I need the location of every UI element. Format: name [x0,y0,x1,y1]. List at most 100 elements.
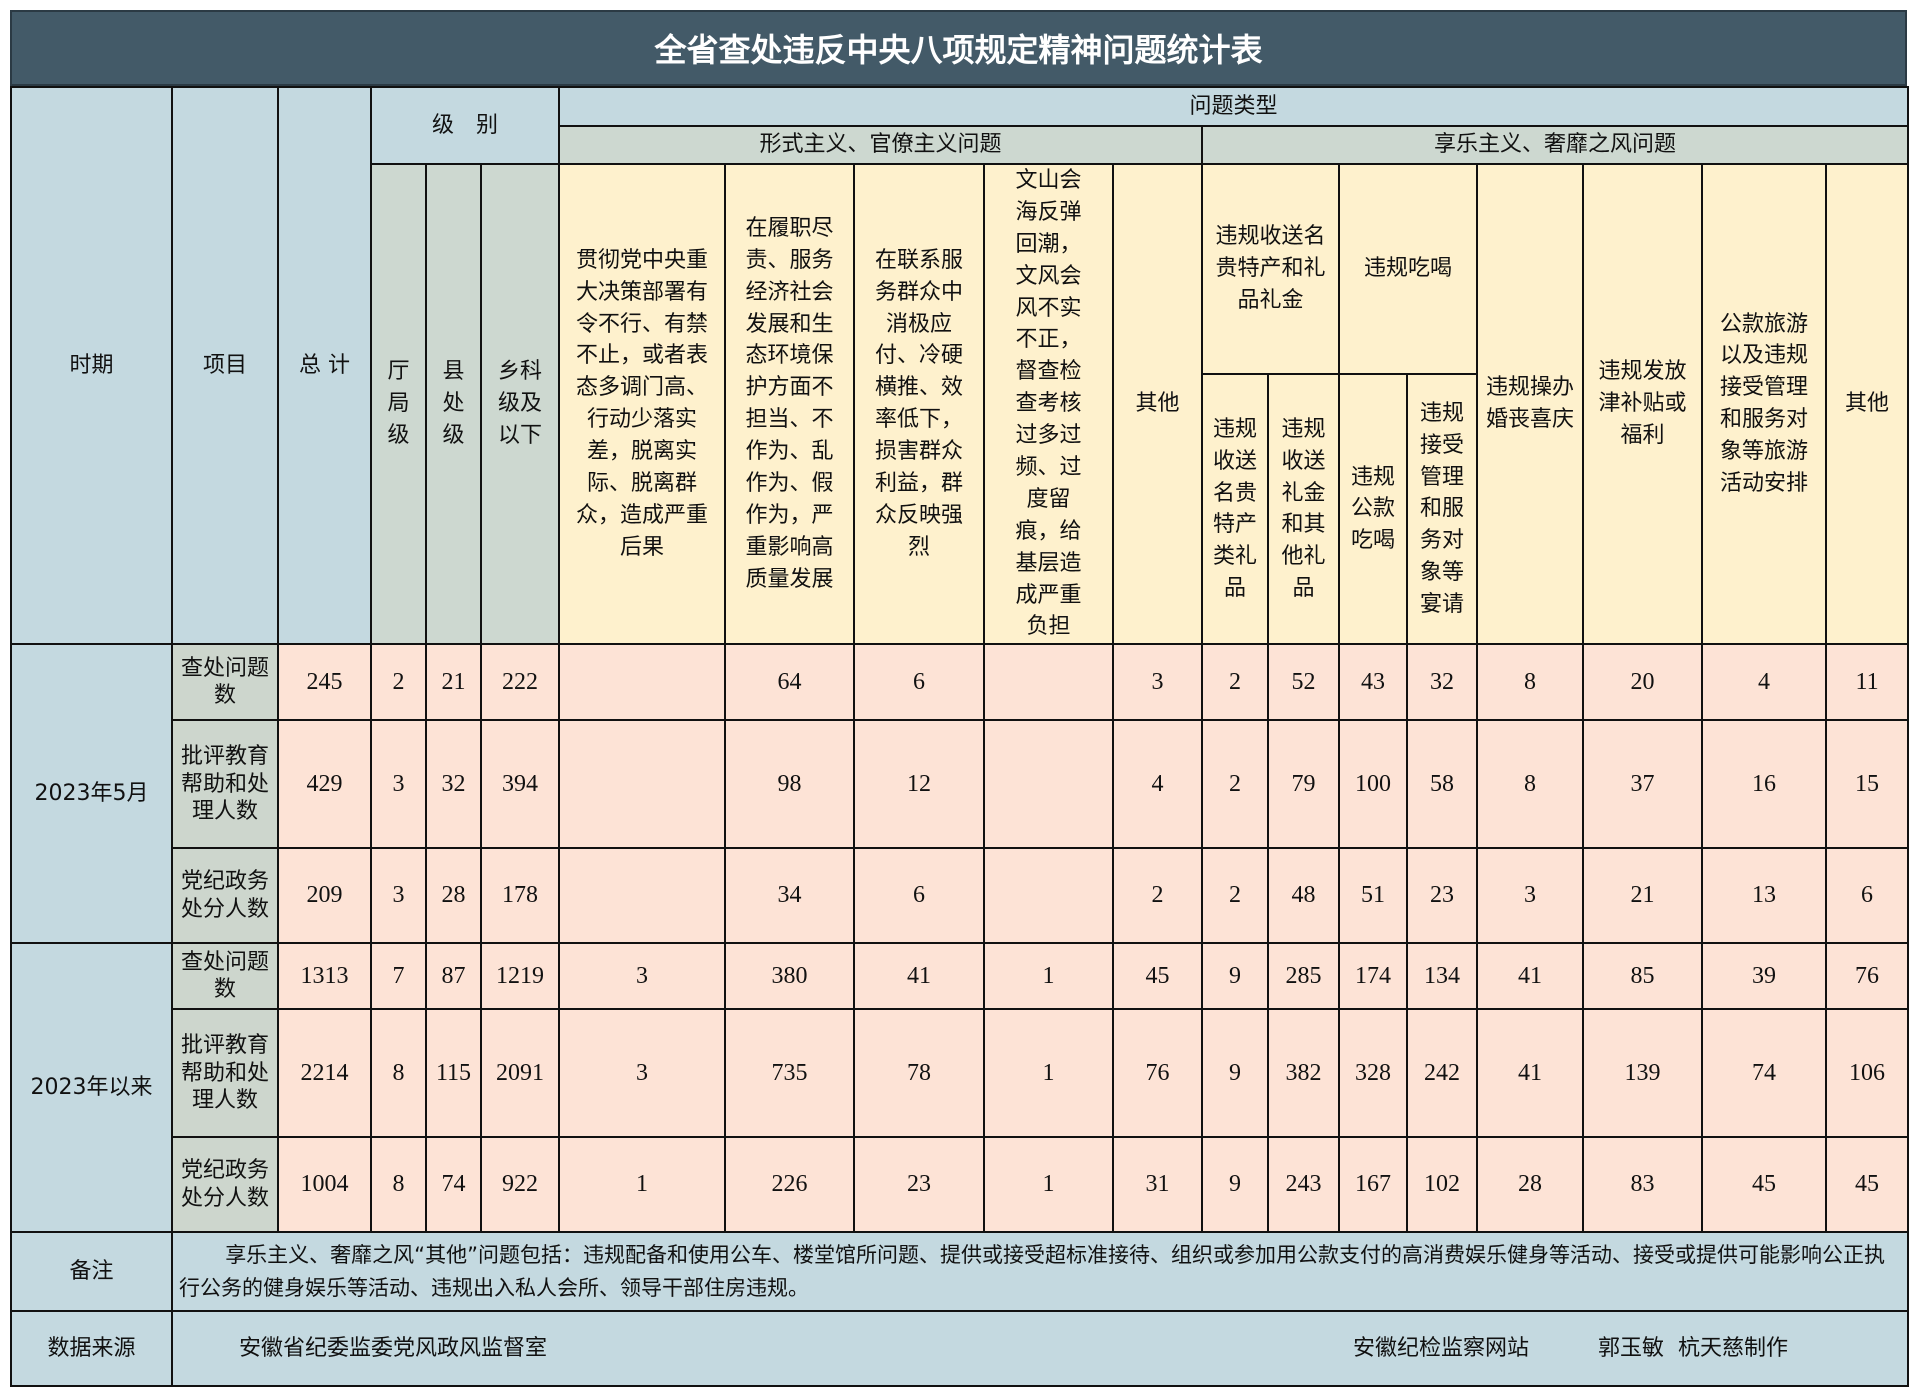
value-cell: 2 [1201,847,1269,945]
value-cell: 134 [1406,942,1478,1011]
header-gifts-specialty: 违规收送名贵特产类礼品 [1201,373,1269,646]
value-cell [558,643,726,722]
value-cell [983,847,1114,945]
value-cell: 8 [1476,719,1584,850]
value-cell: 1 [983,942,1114,1011]
stats-table: 时期 项目 总 计 级 别 问题类型 形式主义、官僚主义问题 享乐主义、奢靡之风… [10,85,1910,1387]
value-cell: 31 [1112,1136,1203,1234]
value-cell: 174 [1338,942,1408,1011]
value-cell: 21 [425,643,482,722]
value-cell: 243 [1267,1136,1340,1234]
table-row: 批评教育帮助和处理人数 429 3 32 394 98 12 4 2 79 100 58 8 37 16 15 [11,719,1910,850]
value-cell: 922 [480,1136,560,1234]
value-cell: 3 [370,719,427,850]
value-cell: 51 [1338,847,1408,945]
value-cell: 74 [1701,1008,1827,1139]
value-cell: 98 [724,719,855,850]
header-hedonism-other: 其他 [1824,162,1910,646]
value-cell: 28 [425,847,482,945]
header-item: 项目 [171,85,279,646]
value-cell: 87 [425,942,482,1011]
header-hedonism: 享乐主义、奢靡之风问题 [1200,125,1910,165]
value-cell: 3 [370,847,427,945]
value-cell: 32 [1406,643,1478,722]
value-cell: 209 [277,847,372,945]
value-cell: 226 [724,1136,855,1234]
value-cell: 285 [1267,942,1340,1011]
table-title: 全省查处违反中央八项规定精神问题统计表 [10,10,1907,86]
value-cell: 41 [1476,942,1584,1011]
table-row: 2023年以来 查处问题数 1313 7 87 1219 3 380 41 1 45 9 285 174 1… [10,942,1910,1234]
header-level: 级 别 [370,86,560,165]
header-travel: 公款旅游以及违规接受管理和服务对象等旅游活动安排 [1701,162,1827,646]
value-cell: 13 [1701,847,1827,945]
header-allowances: 违规发放津补贴或福利 [1582,162,1703,646]
note-text: 享乐主义、奢靡之风“其他”问题包括：违规配备和使用公车、楼堂馆所问题、提供或接受… [170,1231,1910,1313]
value-cell: 39 [1701,942,1827,1011]
value-cell: 45 [1701,1136,1827,1234]
header-formalism-col-2: 在履职尽责、服务经济社会发展和生态环境保护方面不担当、不作为、乱作为、假作为，严… [724,162,855,646]
value-cell: 8 [370,1008,427,1139]
item-cell: 党纪政务处分人数 [171,1136,279,1234]
value-cell: 167 [1338,1136,1408,1234]
value-cell: 45 [1112,942,1203,1011]
header-gifts-group: 违规收送名贵特产和礼品礼金 [1201,162,1340,376]
value-cell: 102 [1406,1136,1478,1234]
value-cell: 9 [1201,1136,1269,1234]
value-cell: 1219 [480,942,560,1011]
value-cell [558,719,726,850]
value-cell: 2 [370,643,427,722]
value-cell: 2 [1112,847,1203,945]
value-cell: 2 [1201,719,1269,850]
header-formalism-col-3: 在联系服务群众中消极应付、冷硬横推、效率低下，损害群众利益，群众反映强烈 [853,162,985,646]
header-dining-banquet: 违规接受管理和服务对象等宴请 [1406,373,1478,646]
value-cell: 394 [480,719,560,850]
value-cell: 328 [1338,1008,1408,1139]
period-cell: 2023年以来 [10,942,173,1234]
table-row: 党纪政务处分人数 209 3 28 178 34 6 2 2 48 51 23 3 21 13 6 [11,847,1910,945]
value-cell: 16 [1701,719,1827,850]
item-cell: 查处问题数 [171,942,279,1011]
value-cell: 21 [1582,847,1703,945]
table-row: 批评教育帮助和处理人数 2214 8 115 2091 3 735 78 1 76 9 382 328 2… [11,1008,1910,1139]
period-cell: 2023年5月 [10,643,173,945]
value-cell: 8 [1476,643,1584,722]
value-cell: 2214 [277,1008,372,1139]
table-row: 2023年5月 查处问题数 245 2 21 222 64 6 3 2 52 43 32 8 20 4 11 [10,643,1910,945]
value-cell: 139 [1582,1008,1703,1139]
value-cell: 41 [1476,1008,1584,1139]
value-cell: 79 [1267,719,1340,850]
value-cell: 64 [724,643,855,722]
header-formalism-other: 其他 [1112,162,1203,646]
value-cell: 74 [425,1136,482,1234]
header-dining-group: 违规吃喝 [1338,162,1478,376]
value-cell: 2091 [480,1008,560,1139]
value-cell: 45 [1824,1136,1910,1234]
value-cell: 100 [1338,719,1408,850]
value-cell: 1313 [277,942,372,1011]
value-cell: 20 [1582,643,1703,722]
note-label: 备注 [10,1231,173,1313]
header-level-township: 乡科级及以下 [480,162,560,646]
value-cell: 429 [277,719,372,850]
header-gifts-cash: 违规收送礼金和其他礼品 [1267,373,1340,646]
value-cell: 4 [1112,719,1203,850]
source-label: 数据来源 [10,1310,173,1387]
value-cell: 106 [1824,1008,1910,1139]
value-cell: 85 [1582,942,1703,1011]
value-cell: 8 [370,1136,427,1234]
value-cell: 1 [983,1136,1114,1234]
value-cell: 6 [853,847,985,945]
value-cell: 1 [983,1008,1114,1139]
header-period: 时期 [10,85,173,646]
header-formalism-col-1: 贯彻党中央重大决策部署有令不行、有禁不止，或者表态多调门高、行动少落实差，脱离实… [558,162,726,646]
value-cell: 37 [1582,719,1703,850]
header-level-county: 县处级 [425,162,482,646]
value-cell: 83 [1582,1136,1703,1234]
value-cell: 41 [853,942,985,1011]
source-authors: 郭玉敏 杭天慈制作 [1598,1336,1788,1362]
source-text: 安徽省纪委监委党风政风监督室 [239,1336,548,1362]
value-cell: 380 [724,942,855,1011]
value-cell: 23 [853,1136,985,1234]
item-cell: 党纪政务处分人数 [171,847,279,945]
